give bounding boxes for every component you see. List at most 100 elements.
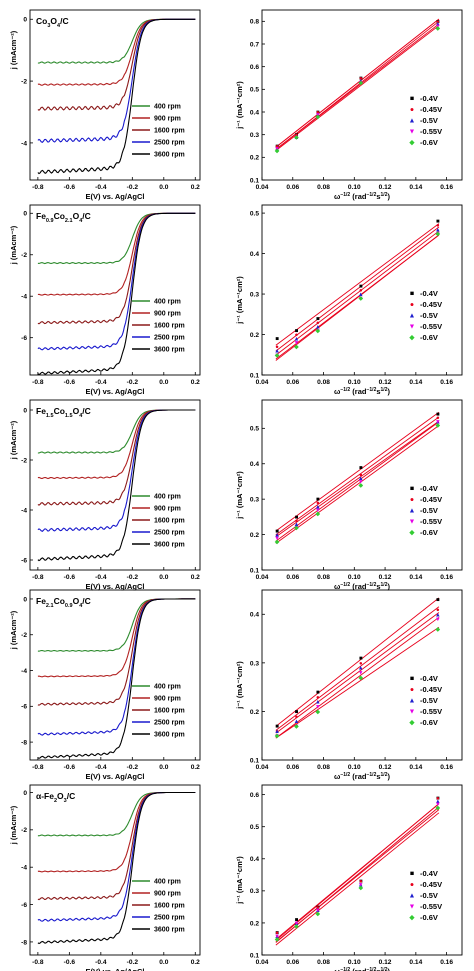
legend-label: 2500 rpm — [154, 530, 185, 537]
data-point: ▼ — [274, 353, 280, 359]
y-tick-label: -8 — [21, 939, 27, 946]
x-tick-label: 0.16 — [440, 379, 453, 386]
plot-frame — [29, 9, 201, 181]
data-point: ● — [275, 144, 279, 150]
fit-line — [275, 420, 440, 538]
data-point: ■ — [359, 656, 363, 662]
unit: (rad — [350, 387, 367, 396]
omega: ω — [334, 967, 341, 971]
data-point: ■ — [295, 918, 299, 924]
label-text: Fe — [36, 406, 46, 416]
y-tick-label: 0.1 — [250, 952, 259, 959]
legend-label: -0.55V — [420, 902, 442, 911]
legend-label: 400 rpm — [154, 104, 181, 111]
data-point: ■ — [436, 598, 440, 604]
panel-label: Fe0.9Co2.1O4/C — [36, 211, 91, 224]
data-point: ▲ — [315, 504, 321, 510]
data-point: ▼ — [315, 908, 321, 914]
label-text: /C — [82, 211, 91, 221]
x-tick-label: 0.08 — [317, 379, 330, 386]
legend-label: 900 rpm — [154, 696, 181, 703]
legend-marker: ■ — [410, 486, 414, 493]
fit-line — [275, 416, 440, 536]
y-tick-label: -6 — [21, 335, 27, 342]
data-point: ■ — [295, 709, 299, 715]
data-point: ▲ — [293, 337, 299, 343]
y-tick-label: -4 — [21, 294, 27, 301]
label-subscript: 0.9 — [65, 603, 73, 609]
fit-line — [275, 803, 440, 941]
data-point: ▲ — [274, 934, 280, 940]
data-point: ▼ — [358, 671, 364, 677]
x-tick-label: 0.0 — [159, 764, 168, 771]
data-point: ◆ — [275, 937, 280, 943]
y-tick-label: 0.2 — [250, 332, 259, 339]
label-subscript: 3 — [47, 23, 50, 29]
data-point: ● — [275, 345, 279, 351]
legend-label: -0.5V — [420, 891, 438, 900]
x-tick-label: 0.10 — [348, 184, 361, 191]
label-text: /C — [82, 596, 91, 606]
y-axis-label: j (mAcm⁻²) — [9, 610, 18, 650]
y-tick-label: -2 — [21, 78, 27, 85]
data-point: ● — [359, 288, 363, 294]
x-tick-label: 0.0 — [159, 959, 168, 966]
data-point: ◆ — [436, 231, 441, 237]
x-tick-label: 0.0 — [159, 379, 168, 386]
data-point: ▲ — [293, 522, 299, 528]
fit-line — [275, 597, 440, 727]
x-axis-label: E(V) vs. Ag/AgCl — [86, 772, 145, 781]
legend-label: 400 rpm — [154, 494, 181, 501]
y-axis-label: j⁻¹ (mA⁻¹cm²) — [235, 471, 244, 520]
label-subscript: 4 — [57, 23, 61, 29]
legend-marker: ▼ — [409, 324, 416, 331]
data-point: ▼ — [435, 802, 441, 808]
legend-label: 400 rpm — [154, 684, 181, 691]
y-tick-label: 0.8 — [250, 19, 259, 26]
fit-line — [275, 234, 440, 361]
y-tick-label: -4 — [21, 865, 27, 872]
x-tick-label: 0.2 — [191, 184, 200, 191]
data-point: ▼ — [435, 24, 441, 30]
legend-label: 3600 rpm — [154, 152, 185, 159]
unit: (rad — [350, 772, 367, 781]
data-point: ● — [295, 921, 299, 927]
data-point: ▲ — [274, 729, 280, 735]
data-point: ▲ — [274, 349, 280, 355]
x-axis-label: ω−1/2 (rad−1/2s1/2) — [334, 192, 390, 201]
data-point: ■ — [436, 219, 440, 225]
fit-line — [275, 226, 440, 352]
fit-line — [275, 812, 440, 946]
x-tick-label: -0.2 — [127, 764, 139, 771]
label-text: Co — [54, 406, 65, 416]
data-point: ● — [359, 76, 363, 82]
legend-label: 900 rpm — [154, 891, 181, 898]
fit-line — [275, 23, 440, 150]
data-point: ● — [316, 501, 320, 507]
data-point: ■ — [436, 796, 440, 802]
label-subscript: 2.1 — [65, 218, 73, 224]
x-tick-label: -0.4 — [95, 959, 107, 966]
y-tick-label: 0.3 — [250, 497, 259, 504]
y-tick-label: 0.4 — [250, 109, 259, 116]
legend-label: -0.4V — [420, 674, 438, 683]
data-point: ▲ — [435, 227, 441, 233]
legend-marker: ■ — [410, 676, 414, 683]
x-tick-label: -0.6 — [64, 379, 76, 386]
plot-frame — [261, 204, 463, 376]
legend-marker: ▲ — [409, 893, 416, 900]
legend-label: 3600 rpm — [154, 732, 185, 739]
exp-sup: −1/2 — [366, 387, 376, 393]
legend-marker: ● — [410, 302, 414, 309]
lsv-panel-1: -0.8 -0.6 -0.4 -0.2 0.0 0.2 0 -2 -4 -6 E(V) vs. Ag… — [9, 204, 201, 396]
x-tick-label: 0.10 — [348, 379, 361, 386]
data-point: ▲ — [435, 419, 441, 425]
legend-label: 3600 rpm — [154, 347, 185, 354]
data-point: ▲ — [274, 533, 280, 539]
lsv-panel-3: -0.8 -0.6 -0.4 -0.2 0.0 0.2 0 -2 -4 -6 -8 E(V) vs. … — [9, 589, 201, 781]
data-point: ◆ — [358, 296, 363, 302]
data-point: ◆ — [275, 734, 280, 740]
legend-label: -0.6V — [420, 138, 438, 147]
legend-marker: ● — [410, 497, 414, 504]
data-point: ▼ — [358, 479, 364, 485]
